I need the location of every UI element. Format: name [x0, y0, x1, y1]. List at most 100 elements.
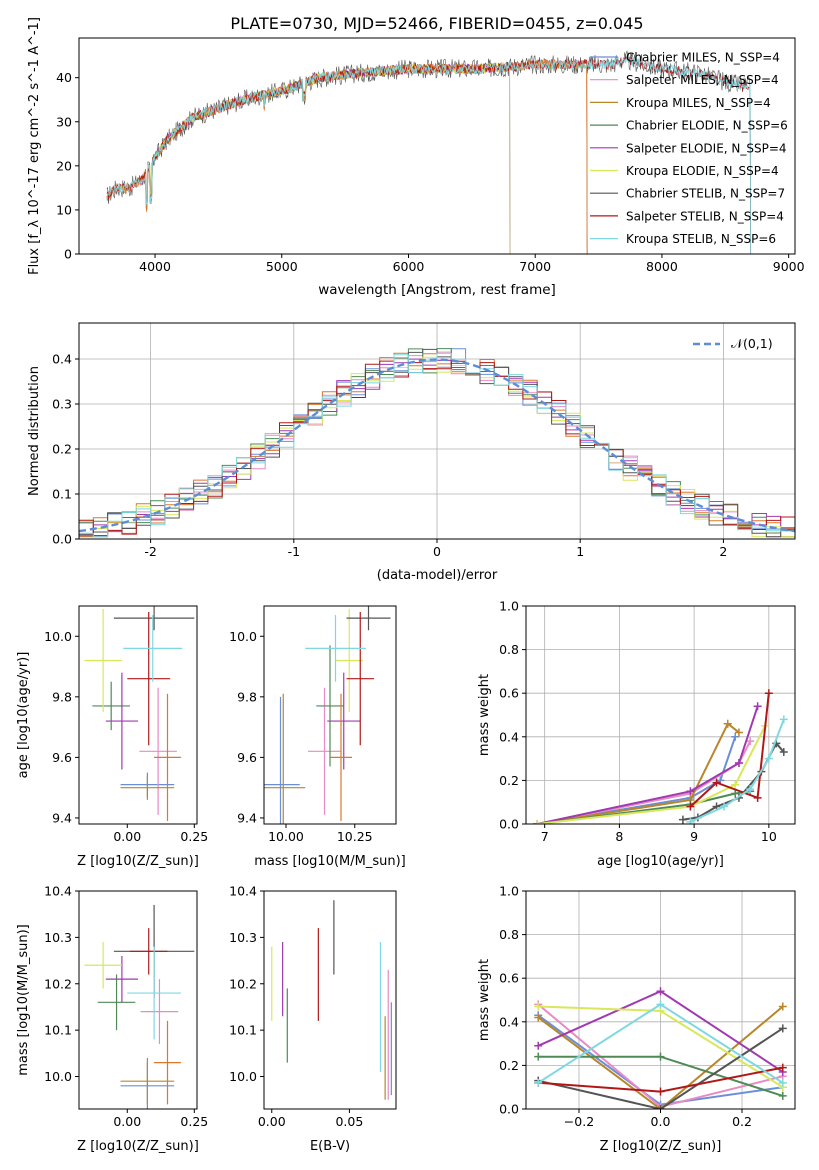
normal-curve	[79, 358, 795, 533]
data-point	[778, 1078, 787, 1087]
x-tick-label: 8	[615, 829, 623, 844]
x-tick-label: 9000	[773, 259, 805, 274]
weight_vs_Z-marks	[534, 987, 787, 1109]
data-point	[712, 778, 721, 787]
x-axis-label: (data-model)/error	[377, 568, 498, 583]
y-tick-label: 0.0	[52, 532, 72, 547]
legend-label: Chabrier STELIB, N_SSP=7	[626, 187, 785, 201]
x-tick-label: 2	[719, 544, 727, 559]
data-point	[764, 754, 773, 763]
y-tick-label: 10.2	[229, 976, 257, 991]
y-tick-label: 9.8	[52, 689, 72, 704]
y-tick-label: 10.0	[229, 1069, 257, 1084]
y-tick-label: 10.3	[229, 930, 257, 945]
y-tick-label: 40	[56, 70, 72, 85]
residual_hist-panel: -2 -1 0 1 2 0.0 0.1 0.2 0.3 0.4 𝒩(0,1) Normed distr…	[27, 322, 796, 583]
data-point	[534, 1041, 543, 1050]
weight-line-chabrier-miles	[537, 736, 737, 824]
y-axis-label: mass weight	[477, 959, 492, 1041]
x-tick-label: 8000	[646, 259, 678, 274]
y-tick-label: 10	[56, 202, 72, 217]
x-axis-label: E(B-V)	[310, 1139, 350, 1154]
age_vs_Z-marks	[84, 606, 195, 821]
data-point	[656, 987, 665, 996]
y-tick-label: 10.3	[44, 930, 72, 945]
y-tick-label: 0.1	[52, 487, 72, 502]
y-tick-label: 10.4	[44, 884, 72, 899]
data-point	[778, 1002, 787, 1011]
mass_vs_Z-panel: 0.00 0.25 10.0 10.1 10.2 10.3 10.4 mass [log10(…	[16, 884, 208, 1155]
x-tick-label: 7000	[519, 259, 551, 274]
x-tick-label: 9	[690, 829, 698, 844]
x-tick-label: 10.00	[268, 829, 304, 844]
legend-label: Chabrier MILES, N_SSP=4	[626, 51, 780, 65]
x-axis-label: Z [log10(Z/Z_sun)]	[77, 854, 199, 869]
spectrum-frame	[78, 37, 796, 255]
weight-line-kroupa-miles	[537, 722, 740, 824]
spectrum-panel: 4000 5000 6000 7000 8000 9000 0 10 20 30 40 Chabrie…	[27, 17, 805, 298]
x-tick-label: 0.00	[258, 1114, 286, 1129]
weight_vs_Z-panel: −0.2 0.0 0.2 0.0 0.2 0.4 0.6 0.8 1.0 mass weight Z…	[477, 884, 796, 1154]
x-axis-label: Z [log10(Z/Z_sun)]	[77, 1139, 199, 1154]
mass_vs_ebv-panel: 0.00 0.05 10.0 10.1 10.2 10.3 10.4 E(B-V)	[229, 884, 397, 1154]
data-point	[778, 1063, 787, 1072]
data-point	[534, 1052, 543, 1061]
mass_vs_ebv-marks	[271, 900, 392, 1100]
data-point	[734, 728, 743, 737]
mass_vs_Z-marks	[84, 904, 195, 1109]
x-tick-label: 0.05	[335, 1114, 363, 1129]
y-tick-label: 0.8	[499, 642, 519, 657]
data-point	[686, 802, 695, 811]
data-point	[734, 758, 743, 767]
y-tick-label: 10.0	[44, 1069, 72, 1084]
age_vs_mass-panel: 10.00 10.25 9.4 9.6 9.8 10.0 mass [log10(M/M_s…	[229, 605, 406, 869]
x-tick-label: -1	[288, 544, 300, 559]
data-point	[778, 1024, 787, 1033]
y-axis-label: age [log10(age/yr)]	[16, 652, 31, 779]
y-tick-label: 10.4	[229, 884, 257, 899]
y-tick-label: 10.1	[44, 1023, 72, 1038]
legend-label: Salpeter MILES, N_SSP=4	[626, 73, 779, 87]
data-point	[656, 1052, 665, 1061]
x-axis-label: Z [log10(Z/Z_sun)]	[600, 1139, 722, 1154]
x-tick-label: 10.25	[337, 829, 373, 844]
residual_hist-frame	[78, 322, 796, 540]
x-tick-label: 0.25	[180, 1114, 208, 1129]
legend-label: 𝒩(0,1)	[731, 336, 773, 351]
residual_hist-marks	[79, 348, 795, 538]
x-tick-label: 0	[433, 544, 441, 559]
y-tick-label: 9.8	[237, 689, 257, 704]
mass_vs_Z-plot-area	[79, 891, 197, 1109]
data-point	[720, 802, 729, 811]
data-point	[534, 1013, 543, 1022]
x-tick-label: -2	[144, 544, 156, 559]
y-tick-label: 30	[56, 114, 72, 129]
legend-label: Salpeter ELODIE, N_SSP=4	[626, 141, 787, 155]
age_vs_Z-panel: 0.00 0.25 9.4 9.6 9.8 10.0 age [log10(age/yr)]…	[16, 605, 208, 869]
hist-step-kroupa-elodie	[79, 356, 795, 538]
y-axis-label: mass [log10(M/M_sun)]	[16, 924, 31, 1076]
data-point	[764, 689, 773, 698]
data-point	[753, 702, 762, 711]
weight-line-salpeter-stelib	[689, 693, 770, 808]
weight-line-salpeter-elodie	[536, 705, 759, 824]
weight-line-chabrier-stelib	[537, 1027, 784, 1109]
figure-title: PLATE=0730, MJD=52466, FIBERID=0455, z=0…	[230, 14, 643, 33]
y-tick-label: 0.4	[499, 1014, 519, 1029]
y-tick-label: 9.6	[52, 750, 72, 765]
x-axis-label: mass [log10(M/M_sun)]	[254, 854, 406, 869]
data-point	[686, 817, 695, 824]
y-tick-label: 0.4	[499, 729, 519, 744]
data-point	[534, 1078, 543, 1087]
y-tick-label: 9.4	[237, 810, 257, 825]
y-axis-label: mass weight	[477, 674, 492, 756]
x-tick-label: 0.0	[651, 1114, 671, 1129]
y-tick-label: 10.0	[229, 629, 257, 644]
x-tick-label: 0.00	[113, 829, 141, 844]
mass_vs_Z-frame	[78, 890, 198, 1110]
data-point	[656, 1087, 665, 1096]
y-tick-label: 0.0	[499, 1102, 519, 1117]
x-tick-label: 0.00	[113, 1114, 141, 1129]
y-tick-label: 1.0	[499, 884, 519, 899]
